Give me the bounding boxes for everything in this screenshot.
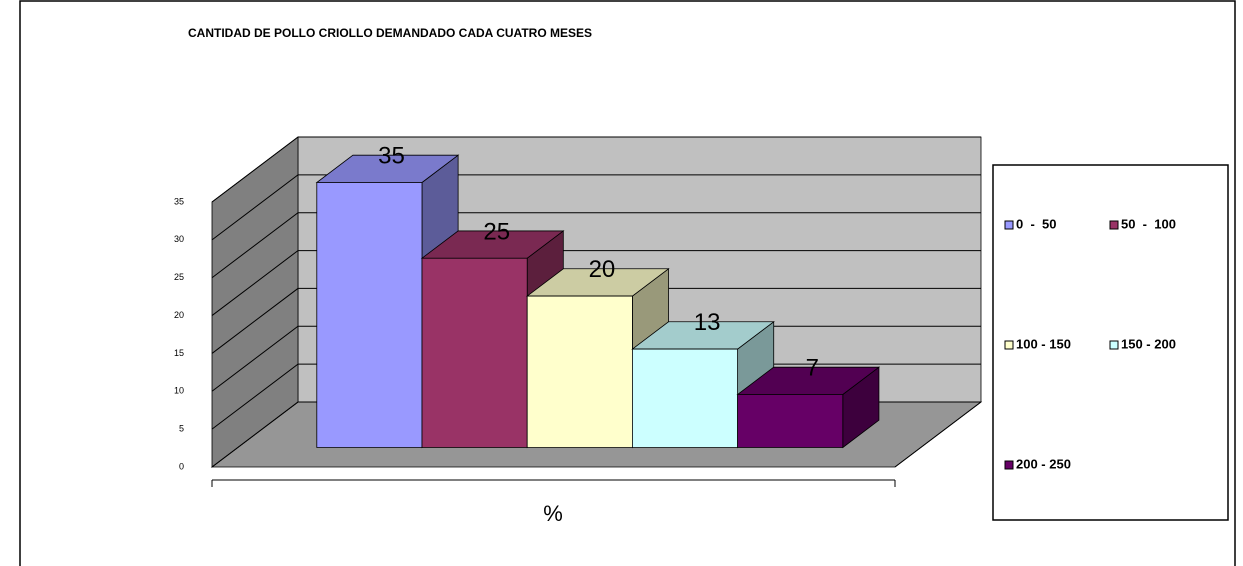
grid-line [211,136,981,203]
data-label: 35 [378,143,405,170]
bar [526,295,633,448]
data-label: 7 [806,355,819,382]
legend-label: 0 - 50 [1016,216,1056,231]
bar [316,182,423,448]
bar [421,257,528,448]
grid-line [211,174,981,241]
grid-line [211,287,981,354]
legend-swatch [1109,220,1119,230]
grid-line [211,250,981,316]
y-tick-label: 5 [179,424,184,434]
legend-label: 50 - 100 [1121,216,1176,231]
y-tick-label: 20 [174,310,184,320]
legend-swatch [1004,220,1014,230]
bar [737,394,844,448]
legend-swatch [1004,340,1014,350]
chart-title: CANTIDAD DE POLLO CRIOLLO DEMANDADO CADA… [188,26,592,40]
x-axis-label: % [543,501,563,526]
legend-swatch [1004,460,1014,470]
x-axis-diag [894,401,982,468]
y-tick-label: 10 [174,386,184,396]
legend-label: 150 - 200 [1121,336,1176,351]
legend-swatch [1109,340,1119,350]
data-label: 13 [694,309,721,336]
data-label: 25 [483,218,510,245]
y-tick-label: 15 [174,348,184,358]
y-tick-label: 25 [174,272,184,282]
legend-label: 200 - 250 [1016,456,1071,471]
legend-label: 100 - 150 [1016,336,1071,351]
data-label: 20 [589,256,616,283]
grid-line [211,212,981,279]
y-tick-label: 0 [179,461,184,471]
bar [632,348,738,448]
y-tick-label: 35 [174,196,184,206]
y-tick-label: 30 [174,234,184,244]
